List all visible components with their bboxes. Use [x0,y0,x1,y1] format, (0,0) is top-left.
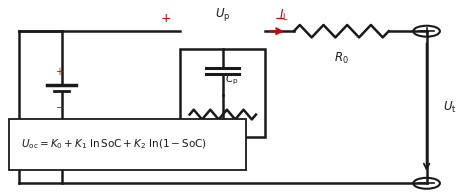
Text: $U_{\rm oc}=K_0+K_1\ \ln{\rm SoC}+K_2\ \ln(1-{\rm SoC})$: $U_{\rm oc}=K_0+K_1\ \ln{\rm SoC}+K_2\ \… [21,137,207,151]
Text: $U_{\rm t}$: $U_{\rm t}$ [443,100,457,115]
Text: $R_{\rm 0}$: $R_{\rm 0}$ [334,51,349,66]
Bar [9,119,246,170]
Text: $R_{\rm p}$: $R_{\rm p}$ [216,146,230,163]
Text: $-$: $-$ [274,12,285,25]
Text: $+$: $+$ [160,12,172,25]
Text: $-$: $-$ [55,101,64,111]
Text: $+$: $+$ [55,66,64,77]
Text: $U_{\rm p}$: $U_{\rm p}$ [215,6,230,23]
Text: $C_{\rm p}$: $C_{\rm p}$ [225,73,238,87]
Bar [180,49,265,136]
Text: $I_{\rm L}$: $I_{\rm L}$ [280,8,289,23]
